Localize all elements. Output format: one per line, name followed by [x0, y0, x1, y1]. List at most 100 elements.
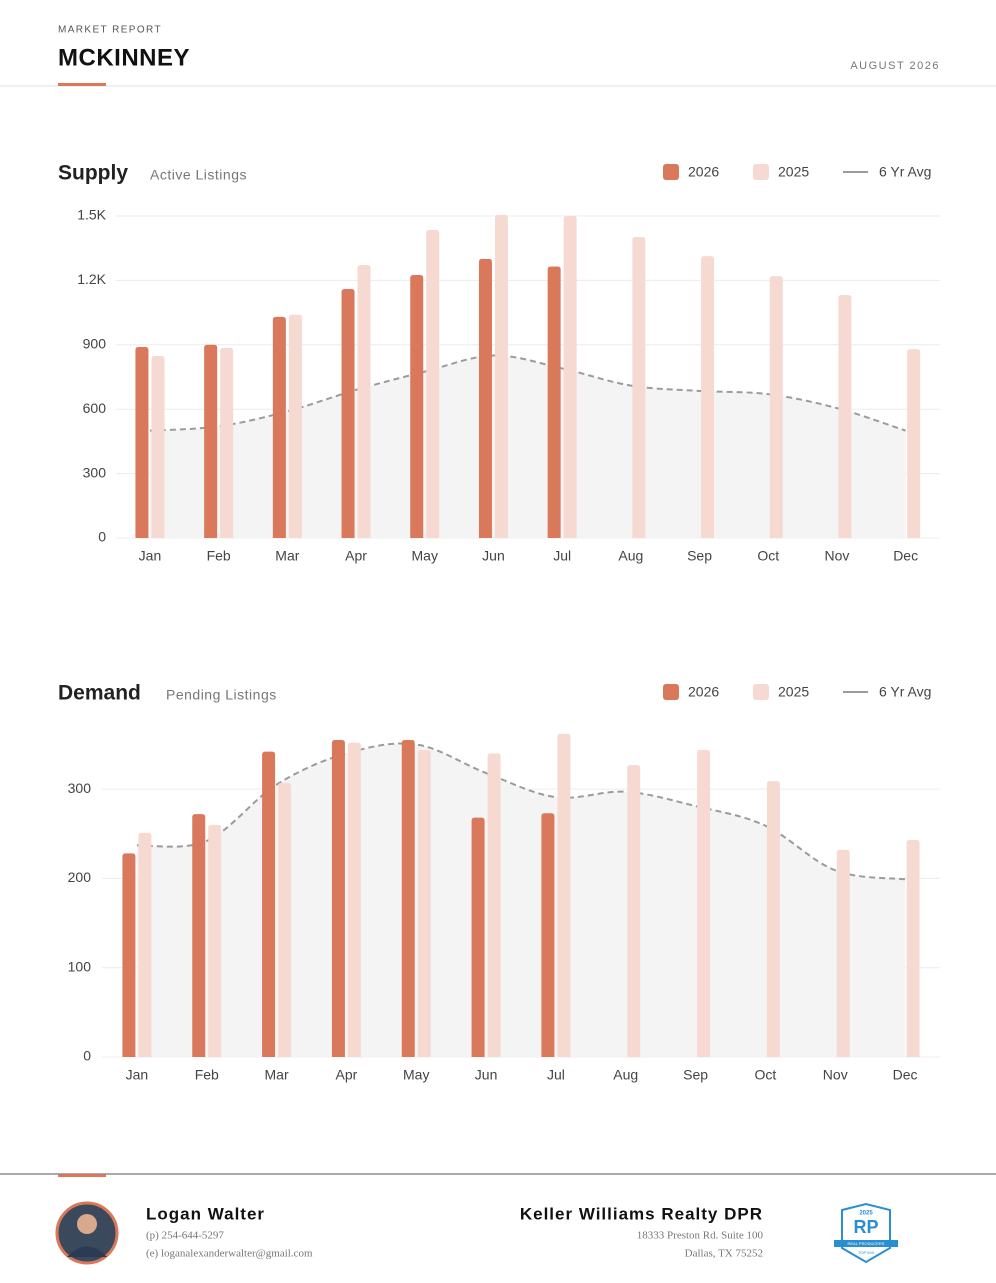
x-tick-label: Apr: [336, 1067, 358, 1083]
legend-label: 6 Yr Avg: [879, 164, 931, 180]
avatar-body: [67, 1246, 107, 1257]
y-tick-label: 100: [68, 958, 92, 974]
badge-shield: [841, 1202, 891, 1264]
badge-line2: TOP 500: [858, 1250, 875, 1255]
company-address: 18333 Preston Rd. Suite 100: [637, 1230, 764, 1242]
y-tick-label: 600: [83, 400, 107, 416]
x-tick-label: Feb: [195, 1067, 219, 1083]
x-tick-label: Apr: [345, 548, 367, 564]
bar: [208, 824, 222, 1057]
x-tick-label: Aug: [613, 1067, 638, 1083]
header-accent: [58, 83, 106, 86]
company-city: Dallas, TX 75252: [685, 1248, 763, 1260]
y-tick-label: 1.2K: [77, 271, 106, 287]
bar: [547, 266, 561, 538]
legend-swatch: [753, 684, 769, 700]
charts: Supply Active Listings 0 300 600 900 1.2K 1.5K 2…: [58, 162, 940, 1083]
bar: [135, 346, 149, 538]
legend-label: 2025: [778, 684, 809, 700]
bar: [697, 749, 711, 1057]
bar: [347, 742, 361, 1057]
x-tick-label: Oct: [755, 1067, 777, 1083]
bar: [471, 817, 485, 1057]
bar: [272, 316, 286, 538]
bar: [288, 314, 302, 538]
x-tick-label: Dec: [893, 1067, 918, 1083]
x-tick-label: Oct: [757, 548, 779, 564]
chart-subtitle: Active Listings: [150, 167, 247, 183]
bar: [627, 764, 641, 1057]
bar: [410, 275, 424, 538]
x-tick-label: Jan: [139, 548, 162, 564]
legend-label: 2025: [778, 164, 809, 180]
x-tick-label: Aug: [618, 548, 643, 564]
bar: [769, 276, 783, 538]
badge-ribbon: [834, 1240, 898, 1247]
x-tick-label: Nov: [824, 548, 849, 564]
badge-logo: RP: [853, 1217, 878, 1237]
bar: [701, 256, 715, 538]
x-tick-label: Jul: [553, 548, 571, 564]
y-tick-label: 0: [83, 1048, 91, 1064]
bar: [487, 753, 501, 1057]
x-tick-label: Jan: [126, 1067, 149, 1083]
x-tick-label: Jun: [475, 1067, 498, 1083]
x-tick-label: Dec: [893, 548, 918, 564]
chart-subtitle: Pending Listings: [166, 687, 277, 703]
bar: [138, 832, 152, 1057]
bar: [766, 781, 780, 1057]
avg-area: [136, 743, 906, 1057]
legend-label: 2026: [688, 164, 719, 180]
agent-phone: (p) 254-644-5297: [146, 1230, 224, 1242]
y-tick-label: 200: [68, 869, 92, 885]
legend-label: 6 Yr Avg: [879, 684, 931, 700]
x-tick-label: May: [412, 548, 438, 564]
y-tick-label: 300: [83, 464, 107, 480]
avatar: [55, 1201, 119, 1265]
x-tick-label: Mar: [275, 548, 299, 564]
bar: [262, 751, 276, 1057]
x-tick-label: Sep: [687, 548, 712, 564]
x-tick-label: Jun: [482, 548, 505, 564]
avatar-face: [77, 1214, 97, 1234]
agent-name: Logan Walter: [146, 1204, 265, 1223]
bar: [122, 853, 136, 1057]
avg-area: [149, 355, 906, 538]
bar: [417, 749, 431, 1057]
company-name: Keller Williams Realty DPR: [520, 1204, 763, 1223]
y-tick-label: 300: [68, 780, 92, 796]
bar: [341, 288, 355, 538]
legend-swatch: [663, 684, 679, 700]
report-date: AUGUST 2026: [850, 60, 940, 72]
badge-year: 2025: [859, 1211, 873, 1217]
bar: [632, 237, 646, 538]
bar: [541, 813, 555, 1057]
bar: [401, 739, 415, 1057]
chart-title: Supply: [58, 162, 128, 185]
y-tick-label: 0: [98, 529, 106, 545]
x-tick-label: Nov: [823, 1067, 848, 1083]
bar: [331, 739, 345, 1057]
x-tick-label: May: [403, 1067, 429, 1083]
bar: [204, 344, 218, 538]
badge-line1: REAL PRODUCERS: [848, 1241, 885, 1246]
bar: [220, 348, 234, 538]
kicker: MARKET REPORT: [58, 25, 162, 36]
agent-email: (e) loganalexanderwalter@gmail.com: [146, 1248, 313, 1260]
bar: [278, 782, 292, 1057]
footer-accent: [58, 1174, 106, 1177]
legend-swatch: [753, 164, 769, 180]
bar: [151, 355, 165, 538]
bar: [836, 849, 850, 1057]
badge: 2025 RP REAL PRODUCERS TOP 500: [834, 1202, 898, 1264]
bar: [192, 814, 206, 1057]
report-title: MCKINNEY: [58, 44, 190, 71]
bar: [478, 258, 492, 538]
bar: [494, 214, 508, 538]
bar: [907, 349, 921, 538]
bar: [426, 229, 440, 538]
bar: [563, 216, 577, 538]
legend-swatch: [663, 164, 679, 180]
